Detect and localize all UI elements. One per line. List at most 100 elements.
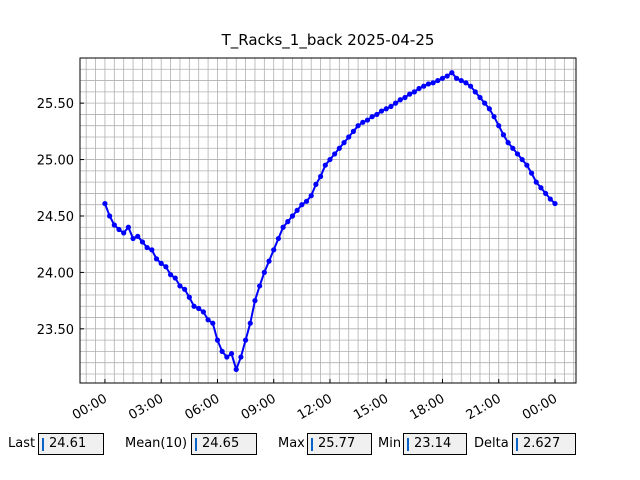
data-point xyxy=(453,75,460,81)
x-tick-label: 06:00 xyxy=(183,391,223,423)
stat-value: 2.627 xyxy=(512,433,576,455)
data-point xyxy=(430,80,436,86)
data-point xyxy=(528,170,535,176)
data-point xyxy=(191,303,197,309)
data-point xyxy=(369,114,375,120)
stat-value: 24.65 xyxy=(191,433,257,455)
data-point xyxy=(275,235,281,242)
stat-label: Max xyxy=(278,436,305,451)
data-point xyxy=(247,320,253,326)
x-tick-label: 00:00 xyxy=(70,391,110,423)
x-tick-label: 12:00 xyxy=(295,391,335,423)
data-point xyxy=(421,83,427,89)
data-point xyxy=(552,200,558,207)
data-point xyxy=(242,337,249,343)
data-point xyxy=(317,173,324,180)
data-point xyxy=(505,140,511,146)
data-point xyxy=(219,348,225,355)
data-point xyxy=(402,94,408,101)
data-point xyxy=(341,140,347,146)
data-point xyxy=(425,81,432,87)
data-point xyxy=(144,244,150,251)
x-tick-label: 09:00 xyxy=(239,391,279,423)
y-tick-label: 24.50 xyxy=(37,210,74,225)
chart-title: T_Racks_1_back 2025-04-25 xyxy=(221,31,435,50)
data-point xyxy=(407,91,413,97)
data-point xyxy=(346,134,352,140)
data-point xyxy=(158,260,164,266)
data-point xyxy=(350,128,357,134)
data-point xyxy=(308,193,314,199)
data-point xyxy=(449,70,455,76)
data-point xyxy=(210,320,216,326)
data-point xyxy=(172,275,178,281)
data-point xyxy=(102,200,108,207)
stat-label: Delta xyxy=(474,436,509,451)
data-point xyxy=(116,226,122,233)
x-tick-label: 15:00 xyxy=(351,391,391,423)
data-point xyxy=(327,156,333,163)
data-point xyxy=(196,305,202,312)
data-point xyxy=(416,85,422,92)
data-point xyxy=(125,224,131,230)
data-point xyxy=(491,114,497,120)
data-point xyxy=(139,239,146,245)
data-point xyxy=(313,181,319,187)
data-point xyxy=(468,83,474,89)
x-tick-label: 00:00 xyxy=(520,391,560,423)
data-point xyxy=(538,185,544,191)
data-point xyxy=(233,366,239,373)
data-point xyxy=(543,190,549,197)
stat-value: 25.77 xyxy=(307,433,372,455)
data-point xyxy=(299,202,305,208)
data-point xyxy=(135,233,141,239)
stat-label: Last xyxy=(8,436,36,451)
data-point xyxy=(519,156,525,163)
grid xyxy=(80,58,576,383)
data-point xyxy=(472,89,478,95)
data-point xyxy=(336,145,342,151)
plot-frame xyxy=(79,57,577,384)
data-point xyxy=(285,219,291,225)
data-point xyxy=(238,354,244,360)
data-point xyxy=(257,283,263,289)
data-point xyxy=(463,80,469,86)
data-point xyxy=(514,151,521,157)
data-point xyxy=(182,286,188,292)
data-point xyxy=(130,235,136,242)
data-point xyxy=(332,151,338,157)
data-point xyxy=(186,294,192,300)
data-point xyxy=(214,337,221,343)
data-point xyxy=(439,75,446,81)
stat-value: 23.14 xyxy=(403,433,467,455)
data-point xyxy=(486,106,492,112)
data-point xyxy=(383,106,389,112)
data-point xyxy=(322,162,328,168)
data-point xyxy=(289,213,296,219)
x-tick-label: 21:00 xyxy=(464,391,504,423)
data-point xyxy=(261,269,267,276)
data-point xyxy=(149,247,155,253)
x-tick-label: 18:00 xyxy=(408,391,448,423)
data-point xyxy=(280,224,286,230)
data-point xyxy=(510,145,516,151)
data-point xyxy=(121,230,127,236)
data-point xyxy=(435,77,441,84)
data-point xyxy=(107,213,113,219)
data-point xyxy=(533,179,539,185)
data-point xyxy=(496,123,502,129)
data-point xyxy=(271,247,277,253)
data-point xyxy=(303,198,310,204)
data-point xyxy=(266,258,272,264)
data-point xyxy=(393,100,399,106)
chart: T_Racks_1_back 2025-04-25 23.50 24.00 24.5… xyxy=(37,31,577,423)
y-tick-label: 24.00 xyxy=(37,266,74,281)
data-point xyxy=(167,272,174,278)
data-point xyxy=(444,73,450,79)
x-tick-label: 03:00 xyxy=(126,391,166,423)
data-point xyxy=(205,317,211,323)
data-point xyxy=(294,207,300,213)
stat-value: 24.61 xyxy=(38,433,104,455)
data-point xyxy=(252,298,258,304)
